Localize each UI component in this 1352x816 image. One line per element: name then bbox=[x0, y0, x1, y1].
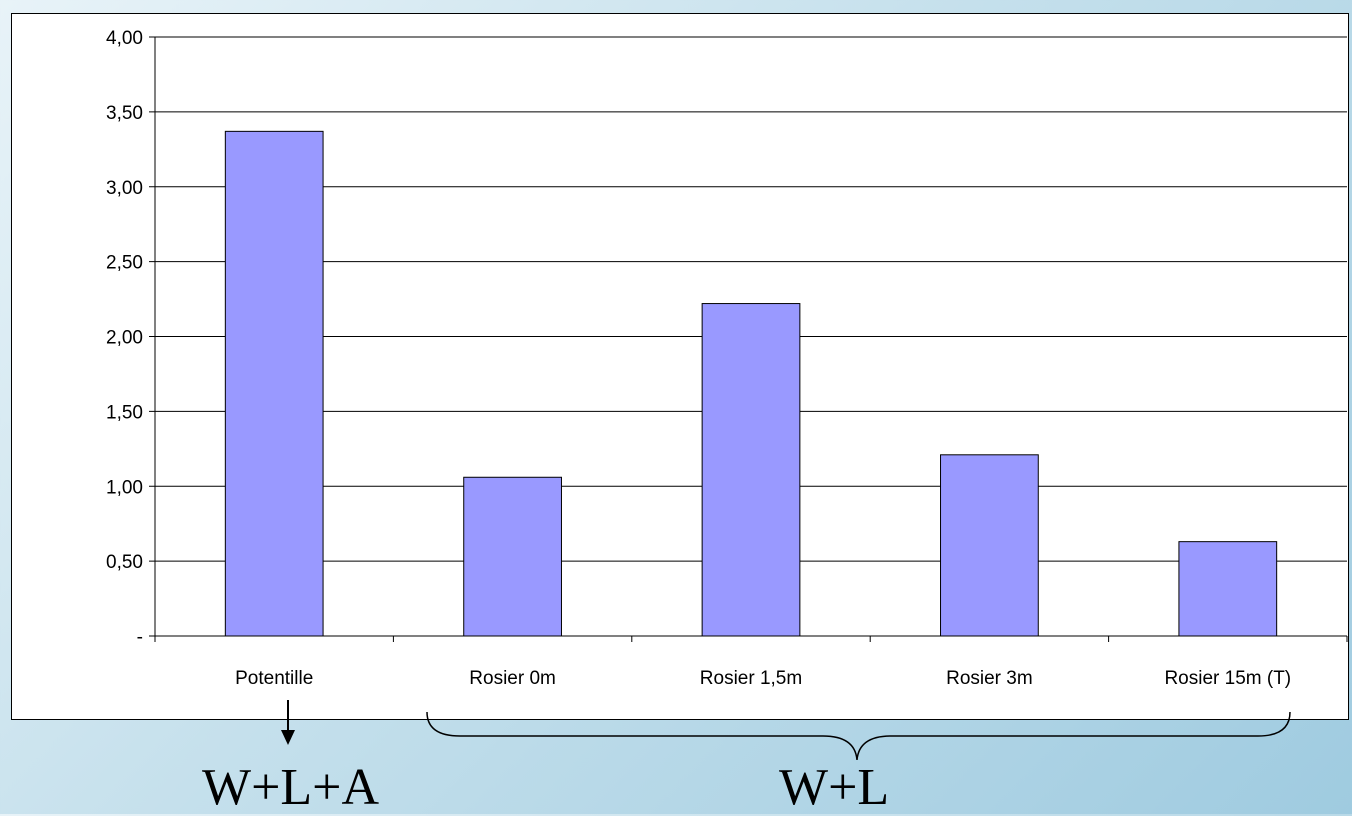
left-group-label: W+L+A bbox=[202, 759, 380, 816]
bar bbox=[940, 454, 1039, 637]
y-tick-label: 3,00 bbox=[106, 178, 143, 199]
bar bbox=[701, 303, 801, 637]
bar bbox=[463, 476, 562, 637]
y-tick-label: 4,00 bbox=[106, 28, 143, 49]
y-tick-label: 0,50 bbox=[106, 552, 143, 573]
x-tick-label: Rosier 1,5m bbox=[700, 668, 802, 689]
y-tick-label: 2,00 bbox=[106, 328, 143, 349]
y-tick-label: 1,00 bbox=[106, 477, 143, 498]
right-group-label: W+L bbox=[779, 759, 890, 816]
y-tick-label: 1,50 bbox=[106, 402, 143, 423]
x-tick-label: Potentille bbox=[235, 668, 313, 689]
chart-frame: - 0,50 1,00 1,50 2,00 2,50 3,00 3,50 4,00 Potenti… bbox=[11, 13, 1349, 720]
x-tick-label: Rosier 3m bbox=[946, 668, 1033, 689]
y-tick-label: 2,50 bbox=[106, 253, 143, 274]
arrow-down-icon bbox=[281, 730, 295, 745]
y-tick-label: - bbox=[137, 627, 143, 648]
y-tick-label: 3,50 bbox=[106, 103, 143, 124]
x-tick-label: Rosier 15m (T) bbox=[1164, 668, 1291, 689]
bar-chart: - 0,50 1,00 1,50 2,00 2,50 3,00 3,50 4,00 Potenti… bbox=[106, 28, 1348, 689]
x-tick-label: Rosier 0m bbox=[469, 668, 556, 689]
bar bbox=[1178, 541, 1278, 637]
bar bbox=[224, 130, 324, 637]
